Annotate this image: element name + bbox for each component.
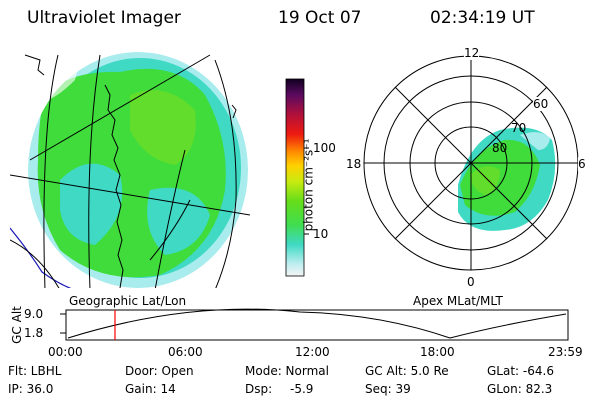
footer-door: Door: Open	[125, 364, 194, 378]
footer-dsp-value: -5.9	[290, 382, 314, 396]
altitude-xtick-1: 06:00	[168, 345, 203, 359]
footer-dsp-label: Dsp:	[245, 382, 273, 396]
mlat-label-80: 80	[492, 141, 508, 155]
mlt-label-18: 18	[346, 157, 362, 171]
mlt-label-6: 6	[578, 157, 586, 171]
footer-mode: Mode: Normal	[245, 364, 329, 378]
altitude-ytick-low: 1.8	[24, 326, 44, 340]
altitude-ytick-high: 9.0	[24, 307, 44, 321]
altitude-xtick-2: 12:00	[295, 345, 330, 359]
colorbar-tick-10: 10	[313, 227, 329, 241]
altitude-xtick-4: 23:59	[548, 345, 583, 359]
footer-glon: GLon: 82.3	[487, 382, 553, 396]
mlt-label-0: 0	[467, 275, 475, 289]
colorbar-unit-label: photon cm⁻²s⁻¹	[301, 138, 316, 232]
geographic-caption: Geographic Lat/Lon	[69, 294, 187, 308]
polar-caption: Apex MLat/MLT	[413, 294, 503, 308]
footer-flt: Flt: LBHL	[8, 364, 62, 378]
mlt-label-12: 12	[464, 46, 480, 60]
footer-gc-alt: GC Alt: 5.0 Re	[365, 364, 449, 378]
instrument-title: Ultraviolet Imager	[27, 8, 181, 28]
altitude-ylabel: GC Alt	[9, 306, 24, 344]
altitude-xtick-3: 18:00	[420, 345, 455, 359]
altitude-xtick-0: 00:00	[48, 345, 83, 359]
date-label: 19 Oct 07	[278, 8, 362, 28]
mlat-label-60: 60	[533, 97, 549, 111]
altitude-plot	[60, 308, 569, 341]
polar-plot	[363, 55, 579, 271]
footer-seq: Seq: 39	[365, 382, 411, 396]
mlat-label-70: 70	[511, 121, 527, 135]
colorbar	[285, 78, 305, 277]
colorbar-tick-100: 100	[313, 141, 336, 155]
footer-ip: IP: 36.0	[8, 382, 54, 396]
footer-glat: GLat: -64.6	[487, 364, 554, 378]
time-label: 02:34:19 UT	[430, 8, 535, 28]
geographic-image	[10, 52, 250, 288]
footer-gain: Gain: 14	[125, 382, 176, 396]
